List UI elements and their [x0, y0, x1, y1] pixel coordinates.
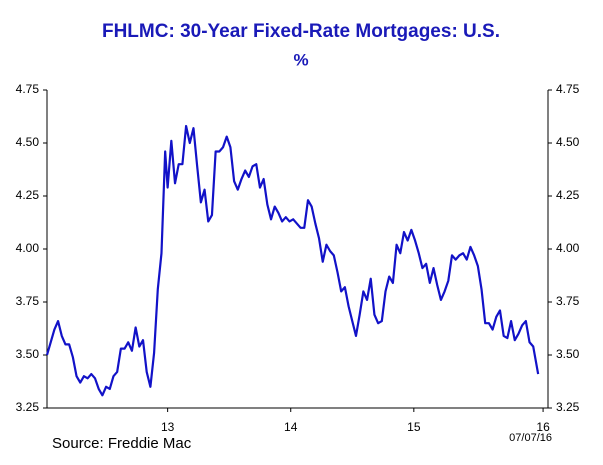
- y-tick-label: 4.00: [16, 241, 40, 255]
- y-tick-label: 4.50: [16, 135, 40, 149]
- x-tick-label: 13: [161, 420, 175, 434]
- chart-title: FHLMC: 30-Year Fixed-Rate Mortgages: U.S…: [102, 21, 500, 42]
- y2-tick-label: 4.00: [556, 241, 580, 255]
- y2-tick-label: 4.75: [556, 82, 580, 96]
- y-tick-label: 3.50: [16, 347, 40, 361]
- y2-tick-label: 4.25: [556, 188, 580, 202]
- x-tick-label: 16: [536, 420, 550, 434]
- x-tick-label: 14: [284, 420, 298, 434]
- date-note: 07/07/16: [509, 432, 552, 444]
- y-tick-label: 3.75: [16, 294, 40, 308]
- chart-subtitle: %: [293, 50, 308, 69]
- y2-tick-label: 3.50: [556, 347, 580, 361]
- y-tick-label: 4.75: [16, 82, 40, 96]
- y2-tick-label: 3.25: [556, 400, 580, 414]
- y-tick-label: 4.25: [16, 188, 40, 202]
- y2-tick-label: 3.75: [556, 294, 580, 308]
- y2-tick-label: 4.50: [556, 135, 580, 149]
- source-note: Source: Freddie Mac: [52, 435, 192, 452]
- data-line: [45, 124, 540, 397]
- x-tick-label: 15: [407, 420, 421, 434]
- y-tick-label: 3.25: [16, 400, 40, 414]
